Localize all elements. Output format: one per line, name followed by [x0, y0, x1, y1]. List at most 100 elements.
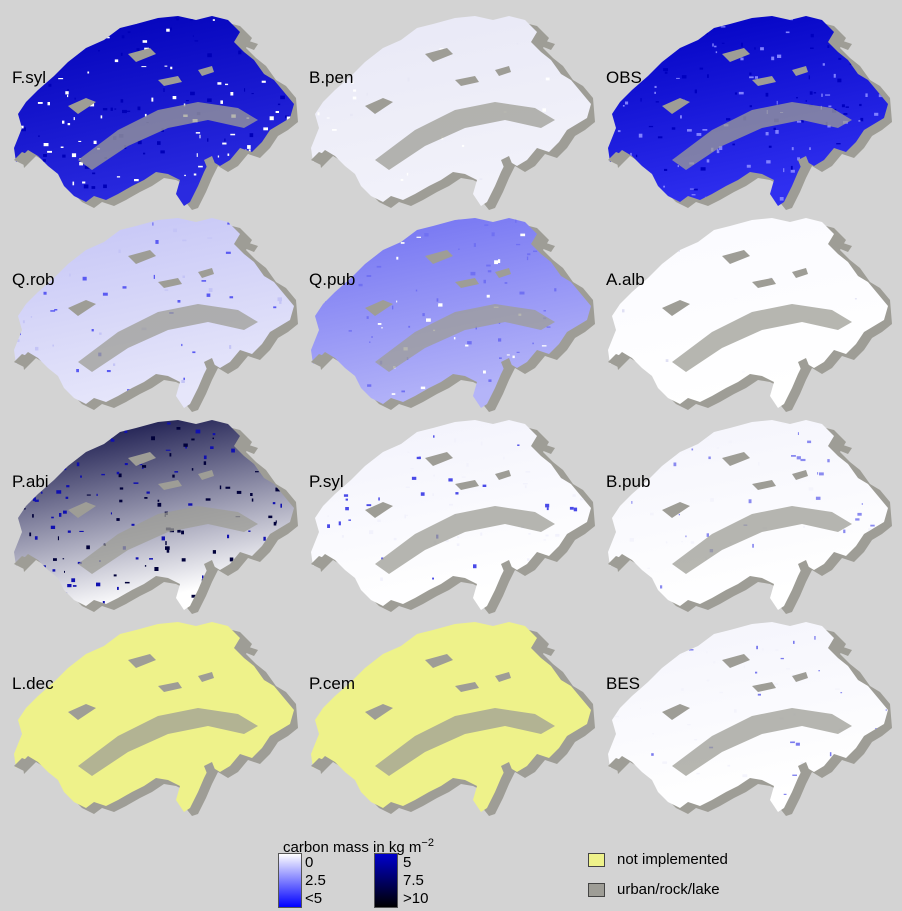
lake	[838, 242, 852, 252]
lake	[365, 98, 393, 114]
switzerland-map-aalb	[608, 218, 892, 412]
rock-band	[78, 708, 258, 776]
switzerland-map-pabi	[14, 420, 298, 614]
switzerland-map-psyl	[311, 420, 595, 614]
lake	[198, 470, 214, 480]
map-panel-pabi: P.abi	[8, 414, 298, 614]
panel-label-pabi: P.abi	[12, 472, 49, 491]
lake	[752, 682, 776, 692]
rock-band	[375, 102, 555, 170]
panel-label-pcem: P.cem	[309, 674, 355, 693]
lake	[722, 452, 750, 466]
lake	[158, 480, 182, 490]
lake	[14, 152, 32, 166]
lake	[311, 354, 329, 368]
lake	[501, 560, 513, 574]
panel-label-psyl: P.syl	[309, 472, 344, 491]
legend-urban-rock-lake: urban/rock/lake	[617, 881, 720, 898]
lake	[204, 358, 216, 372]
lake	[244, 242, 258, 252]
lake	[792, 672, 808, 682]
map-panel-pcem: P.cem	[305, 616, 595, 816]
map-panel-aalb: A.alb	[602, 212, 892, 412]
lake	[541, 444, 555, 454]
lake	[662, 300, 690, 316]
lake	[608, 152, 626, 166]
lake	[68, 300, 96, 316]
rock-band	[672, 304, 852, 372]
lake	[608, 758, 626, 772]
panel-label-ldec: L.dec	[12, 674, 54, 693]
map-panel-psyl: P.syl	[305, 414, 595, 614]
lake	[14, 758, 32, 772]
switzerland-map-qpub	[311, 218, 595, 412]
lake	[792, 268, 808, 278]
lake	[425, 654, 453, 668]
lake	[495, 66, 511, 76]
panel-label-fsyl: F.syl	[12, 68, 46, 87]
lake	[311, 758, 329, 772]
lake	[244, 444, 258, 454]
rock-band	[672, 102, 852, 170]
lake	[425, 48, 453, 62]
panel-label-qrob: Q.rob	[12, 270, 55, 289]
rock-band	[672, 708, 852, 776]
lake	[158, 682, 182, 692]
lake	[14, 556, 32, 570]
colorbar-high	[374, 853, 398, 908]
lake	[128, 654, 156, 668]
panel-label-obs: OBS	[606, 68, 642, 87]
panel-label-bes: BES	[606, 674, 641, 693]
rock-band	[78, 304, 258, 372]
lake	[68, 704, 96, 720]
lake	[722, 250, 750, 264]
lake	[541, 646, 555, 656]
lake	[128, 452, 156, 466]
map-panel-fsyl: F.syl	[8, 10, 298, 210]
lake	[198, 672, 214, 682]
map-panel-ldec: L.dec	[8, 616, 298, 816]
lake	[311, 152, 329, 166]
switzerland-map-bpub	[608, 420, 892, 614]
lake	[365, 300, 393, 316]
lake	[838, 646, 852, 656]
rock-band	[672, 506, 852, 574]
lake	[425, 452, 453, 466]
lake	[455, 480, 479, 490]
lake	[128, 48, 156, 62]
lake	[752, 278, 776, 288]
lake	[662, 704, 690, 720]
rock-band	[78, 102, 258, 170]
map-panel-bpub: B.pub	[602, 414, 892, 614]
lake	[501, 358, 513, 372]
lake	[608, 354, 626, 368]
swatch-urban-rock-lake	[588, 883, 605, 897]
colorbar-low-tick-2: <5	[305, 890, 323, 907]
lake	[752, 480, 776, 490]
lake	[495, 470, 511, 480]
lake	[722, 48, 750, 62]
lake	[798, 358, 810, 372]
map-panel-qrob: Q.rob	[8, 212, 298, 412]
switzerland-map-obs	[608, 16, 892, 210]
map-panel-bpen: B.pen	[305, 10, 595, 210]
lake	[792, 470, 808, 480]
legend-not-implemented: not implemented	[617, 851, 728, 868]
colorbar-high-tick-0: 5	[403, 854, 412, 871]
lake	[158, 278, 182, 288]
rock-band	[78, 506, 258, 574]
lake	[501, 762, 513, 776]
switzerland-map-ldec	[14, 622, 298, 816]
panel-label-qpub: Q.pub	[309, 270, 356, 289]
lake	[455, 278, 479, 288]
lake	[838, 444, 852, 454]
swatch-not-implemented	[588, 853, 605, 867]
lake	[158, 76, 182, 86]
lake	[722, 654, 750, 668]
rock-band	[375, 506, 555, 574]
lake	[798, 560, 810, 574]
lake	[204, 560, 216, 574]
lake	[204, 762, 216, 776]
switzerland-map-bpen	[311, 16, 595, 210]
lake	[495, 268, 511, 278]
